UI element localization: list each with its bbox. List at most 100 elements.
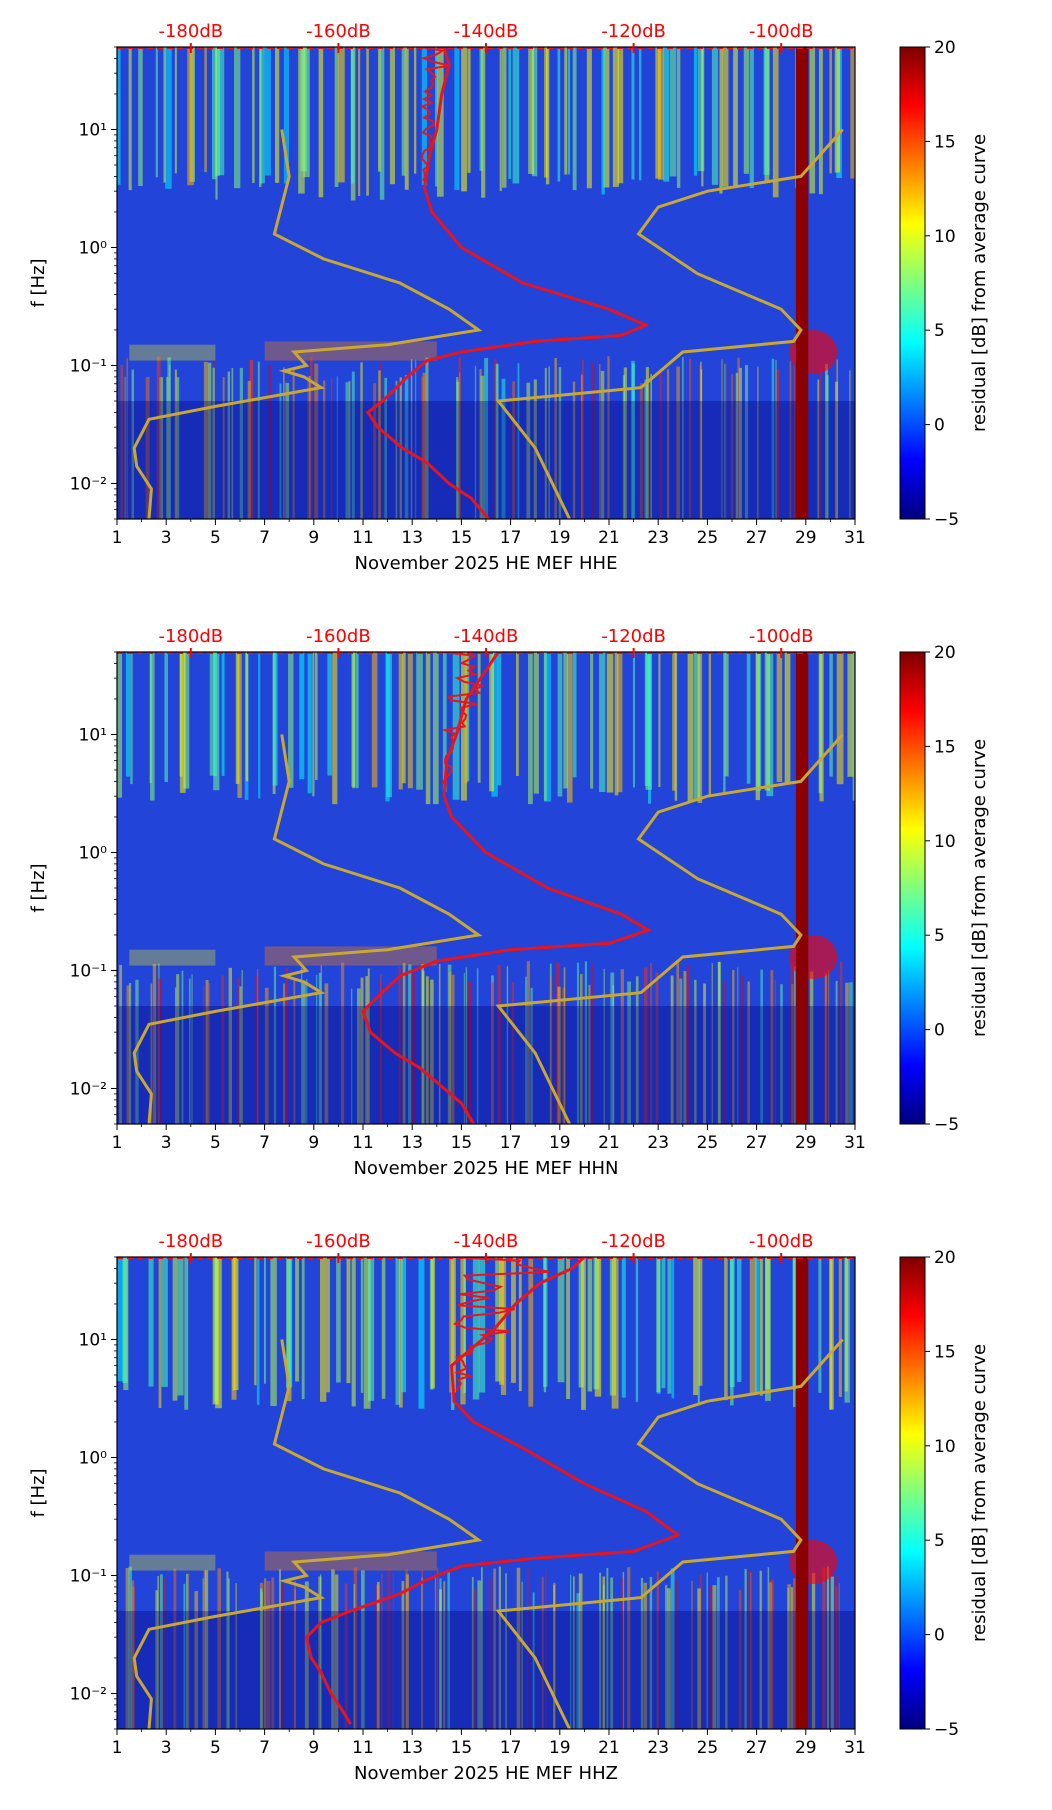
microseism-streak <box>679 978 683 1124</box>
db-label: -120dB <box>601 21 666 42</box>
y-axis: 10⁻² 10⁻¹ 10⁰ 10¹ <box>70 46 117 520</box>
x-tick-label: 25 <box>697 528 719 548</box>
microseism-streak <box>467 981 472 1124</box>
noise-streak <box>404 47 409 190</box>
x-axis-label: November 2025 HE MEF HHE <box>355 553 618 574</box>
noise-streak <box>315 652 318 781</box>
noise-streak <box>711 47 719 185</box>
colorbar-tick-label: 0 <box>934 416 945 436</box>
microseism-streak <box>351 371 355 519</box>
microseism-streak <box>157 1576 159 1729</box>
microseism-streak <box>447 1570 450 1729</box>
x-tick-label: 25 <box>697 1738 719 1758</box>
x-tick-label: 31 <box>844 1738 866 1758</box>
noise-streak <box>722 47 729 187</box>
spectrogram-texture <box>117 652 855 1124</box>
db-label: -160dB <box>306 21 371 42</box>
microseism-streak <box>408 964 412 1124</box>
noise-streak <box>184 1257 189 1410</box>
microseism-streak <box>735 372 739 519</box>
x-tick-label: 3 <box>161 1133 172 1153</box>
microseism-streak <box>125 1568 130 1729</box>
microseism-streak <box>769 1579 774 1729</box>
microseism-streak <box>494 358 497 519</box>
microseism-streak <box>521 1581 523 1729</box>
y-tick-label: 10⁻² <box>70 474 107 494</box>
noise-streak <box>499 47 502 191</box>
noise-streak <box>772 47 779 198</box>
microseism-streak <box>723 981 726 1124</box>
microseism-streak <box>415 359 417 519</box>
noise-streak <box>252 47 255 184</box>
noise-streak <box>531 47 538 177</box>
microseism-streak <box>545 1569 547 1729</box>
microseism-streak <box>498 1566 501 1729</box>
noise-streak <box>829 47 832 174</box>
noise-streak <box>693 47 697 176</box>
microseism-streak <box>285 382 290 519</box>
noise-streak <box>350 47 355 184</box>
microseism-streak <box>439 1589 442 1729</box>
microseism-streak <box>767 1567 770 1729</box>
microseism-streak <box>610 972 615 1124</box>
noise-streak <box>215 47 218 200</box>
noise-streak <box>215 47 221 176</box>
noise-streak <box>528 652 533 805</box>
microseism-streak <box>790 963 794 1124</box>
db-label: -160dB <box>306 626 371 647</box>
microseism-streak <box>283 983 286 1124</box>
noise-streak <box>544 47 548 178</box>
colorbar-tick-label: −5 <box>934 1115 959 1135</box>
x-tick-label: 29 <box>795 1133 817 1153</box>
noise-streak <box>587 1257 593 1392</box>
microseism-streak <box>774 980 777 1124</box>
x-tick-label: 29 <box>795 1738 817 1758</box>
microseism-streak <box>436 1567 439 1729</box>
microseism-streak <box>266 1580 271 1729</box>
microseism-streak <box>532 1592 535 1729</box>
microseism-streak <box>706 1572 708 1729</box>
microseism-streak <box>824 1583 826 1729</box>
noise-streak <box>312 652 315 797</box>
microseism-streak <box>656 1571 659 1729</box>
colorbar: 20 15 10 5 0 −5 residual [dB] from average cur… <box>899 643 990 1135</box>
noise-streak <box>528 47 535 174</box>
microseism-streak <box>421 376 426 519</box>
db-label: -180dB <box>158 21 223 42</box>
noise-streak <box>586 47 592 189</box>
microseism-streak <box>572 381 576 519</box>
noise-streak <box>299 652 305 780</box>
noise-streak <box>834 47 841 173</box>
noise-streak <box>442 652 447 792</box>
db-label: -140dB <box>454 626 519 647</box>
microseism-streak <box>202 1578 205 1729</box>
x-tick-label: 11 <box>352 1133 374 1153</box>
microseism-streak <box>119 964 123 1124</box>
microseism-streak <box>258 971 261 1124</box>
colorbar-tick-label: 15 <box>934 1342 956 1362</box>
average-psd-curve <box>304 1257 682 1725</box>
noise-streak <box>172 1257 178 1401</box>
noise-streak <box>719 47 723 194</box>
microseism-streak <box>174 369 177 519</box>
noise-streak <box>847 652 854 777</box>
noise-streak <box>435 47 438 187</box>
microseism-streak <box>463 973 465 1124</box>
microseism-streak <box>771 358 775 519</box>
noise-streak <box>672 652 676 791</box>
microseism-streak <box>558 367 562 519</box>
spectrogram-texture <box>117 1257 855 1729</box>
noise-streak <box>461 47 467 192</box>
spectrogram-panel-hhz: 1 3 5 7 9 11 13 15 17 19 21 23 25 27 29 31 November 2025… <box>0 1210 1052 1810</box>
noise-streak <box>288 652 294 788</box>
x-tick-label: 31 <box>844 1133 866 1153</box>
microseism-streak <box>334 1574 339 1729</box>
x-tick-label: 9 <box>308 1738 319 1758</box>
microseism-streak <box>739 367 743 519</box>
noise-streak <box>298 47 305 194</box>
y-tick-label: 10¹ <box>79 120 107 140</box>
microseism-streak <box>255 975 258 1124</box>
microseism-streak <box>348 381 351 519</box>
microseism-streak <box>721 359 723 519</box>
